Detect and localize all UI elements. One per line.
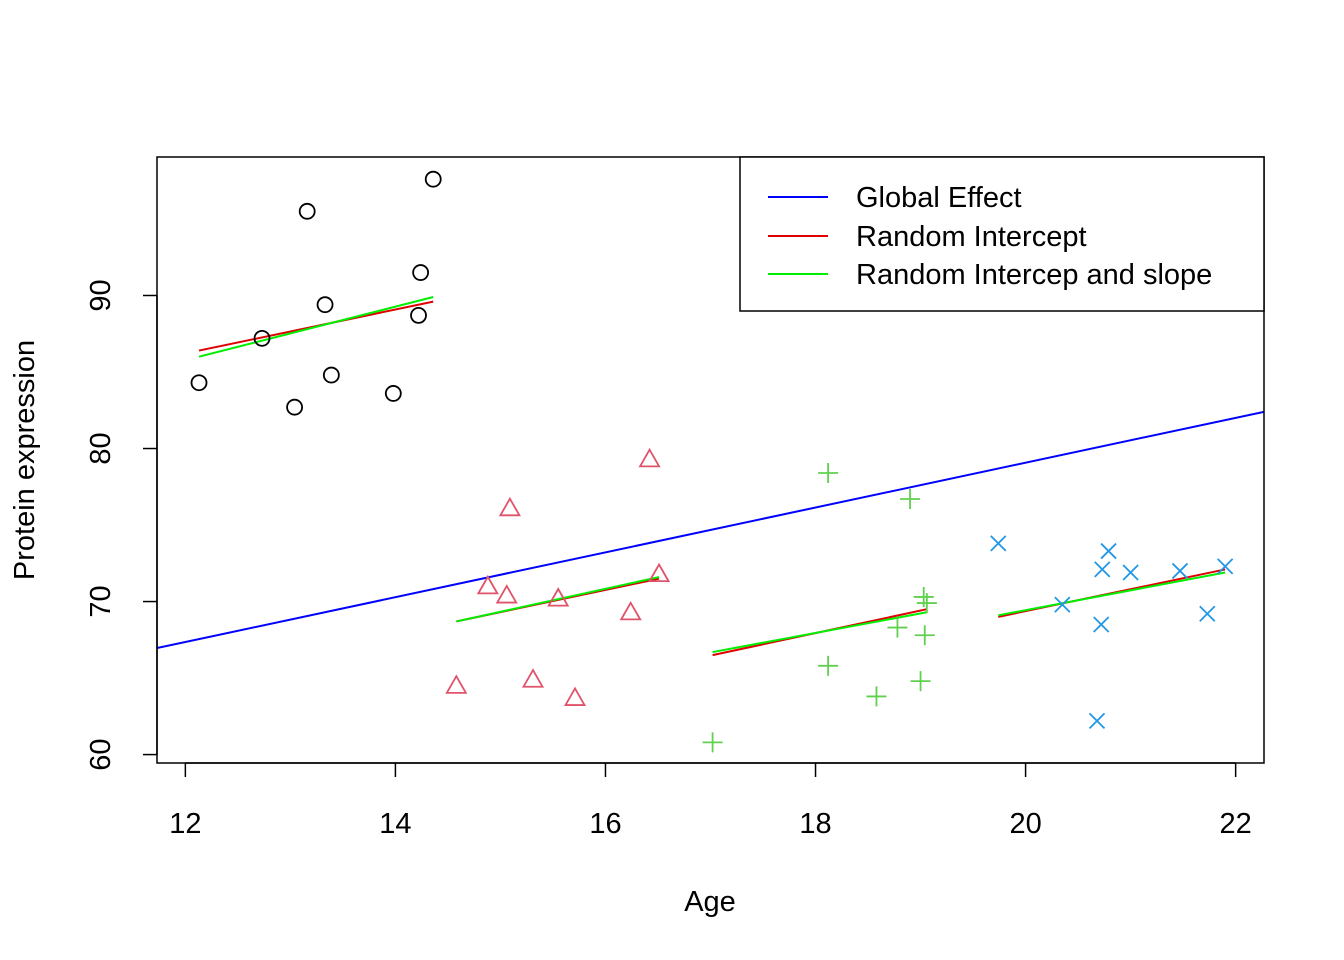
point-cross-3-0	[990, 535, 1007, 552]
x-tick-label-12: 12	[169, 808, 201, 840]
point-plus-2-5	[900, 489, 921, 510]
point-cross-3-3	[1093, 616, 1110, 633]
data-points	[190, 170, 1234, 753]
legend: Global Effect Random Intercept Random In…	[739, 156, 1265, 312]
point-circle-0-9	[424, 170, 442, 188]
point-circle-0-5	[322, 366, 340, 384]
point-plus-2-2	[818, 655, 839, 676]
point-triangle-1-4	[521, 668, 545, 688]
point-cross-3-4	[1094, 561, 1111, 578]
line-random-intercep-and-slope-4	[456, 576, 660, 623]
point-circle-0-1	[253, 329, 271, 347]
legend-label-random-intercept-slope: Random Intercep and slope	[856, 259, 1212, 291]
point-cross-3-5	[1100, 542, 1117, 560]
x-axis: 12 14 16 18 20 22	[169, 762, 1252, 840]
y-tick-label-70: 70	[85, 585, 117, 617]
legend-box	[739, 156, 1265, 312]
point-circle-0-8	[412, 264, 430, 281]
point-triangle-1-6	[563, 686, 587, 706]
point-cross-3-6	[1122, 564, 1139, 581]
y-tick-label-80: 80	[85, 432, 117, 464]
point-plus-2-3	[866, 686, 887, 707]
point-circle-0-2	[286, 398, 303, 416]
point-triangle-1-1	[476, 574, 499, 595]
point-cross-3-2	[1088, 712, 1106, 730]
point-circle-0-0	[190, 374, 208, 392]
point-circle-0-4	[316, 296, 334, 314]
x-tick-label-22: 22	[1220, 808, 1252, 840]
x-tick-label-16: 16	[589, 808, 621, 840]
y-axis: 60 70 80 90	[85, 279, 158, 771]
point-triangle-1-5	[547, 587, 570, 607]
point-circle-0-7	[410, 306, 427, 324]
point-plus-2-9	[916, 593, 937, 614]
point-cross-3-7	[1171, 562, 1189, 580]
point-triangle-1-3	[498, 496, 521, 517]
point-plus-2-8	[914, 625, 935, 646]
point-cross-3-8	[1199, 605, 1216, 622]
point-triangle-1-2	[495, 584, 518, 604]
line-random-intercep-and-slope-8	[998, 571, 1226, 617]
point-triangle-1-7	[619, 600, 642, 621]
point-plus-2-0	[702, 732, 723, 753]
point-circle-0-3	[298, 202, 316, 220]
y-tick-label-90: 90	[85, 279, 117, 311]
y-axis-label: Protein expression	[9, 340, 41, 580]
y-tick-label-60: 60	[85, 738, 117, 770]
line-global-effect-0	[157, 410, 1264, 650]
point-plus-2-6	[910, 671, 931, 692]
regression-lines	[157, 296, 1264, 657]
point-cross-3-9	[1217, 558, 1234, 575]
point-circle-0-6	[384, 385, 402, 402]
legend-label-random-intercept: Random Intercept	[856, 221, 1087, 253]
x-tick-label-14: 14	[379, 808, 411, 840]
line-random-intercep-and-slope-6	[712, 611, 928, 654]
legend-label-global-effect: Global Effect	[856, 182, 1022, 214]
point-plus-2-4	[887, 617, 908, 638]
point-triangle-1-8	[638, 447, 661, 468]
point-triangle-1-9	[647, 562, 671, 583]
x-axis-label: Age	[684, 886, 736, 918]
line-random-intercep-and-slope-2	[198, 296, 434, 358]
x-tick-label-20: 20	[1009, 808, 1041, 840]
x-tick-label-18: 18	[799, 808, 831, 840]
point-triangle-1-0	[445, 674, 468, 694]
point-cross-3-1	[1054, 596, 1071, 613]
point-plus-2-1	[818, 463, 839, 484]
